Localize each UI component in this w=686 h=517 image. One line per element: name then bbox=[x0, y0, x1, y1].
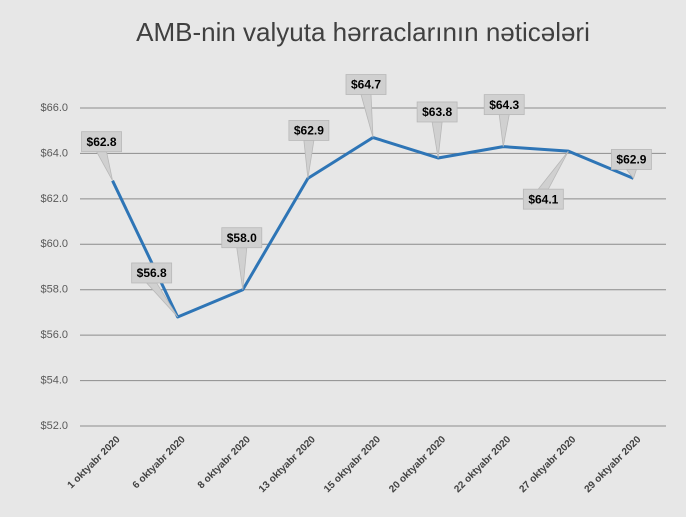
y-tick-label: $64.0 bbox=[40, 147, 68, 159]
callout-box bbox=[221, 227, 263, 249]
data-label: $64.3 bbox=[489, 98, 519, 112]
callout-box bbox=[611, 149, 652, 170]
data-label: $64.1 bbox=[528, 192, 558, 206]
data-label: $58.0 bbox=[227, 231, 257, 245]
y-tick-label: $52.0 bbox=[40, 420, 68, 432]
data-label: $64.7 bbox=[351, 78, 381, 92]
y-tick-label: $56.0 bbox=[40, 329, 68, 341]
data-label: $62.9 bbox=[294, 124, 324, 138]
y-tick-label: $58.0 bbox=[40, 284, 68, 296]
callout-box bbox=[483, 94, 525, 116]
data-label: $56.8 bbox=[137, 266, 167, 280]
chart-title: AMB-nin valyuta hərraclarının nəticələri bbox=[136, 17, 590, 47]
y-tick-label: $62.0 bbox=[40, 193, 68, 205]
data-label: $63.8 bbox=[422, 105, 452, 119]
callout-box bbox=[288, 120, 330, 141]
y-tick-label: $54.0 bbox=[40, 374, 68, 386]
data-label: $62.8 bbox=[87, 135, 117, 149]
y-tick-label: $60.0 bbox=[40, 238, 68, 250]
data-label: $62.9 bbox=[616, 153, 646, 167]
callout-box bbox=[81, 131, 122, 153]
callout-box bbox=[345, 74, 387, 95]
callout-box bbox=[416, 101, 458, 123]
callout-box bbox=[131, 262, 173, 284]
callout-box bbox=[522, 188, 564, 210]
y-tick-label: $66.0 bbox=[40, 102, 68, 114]
